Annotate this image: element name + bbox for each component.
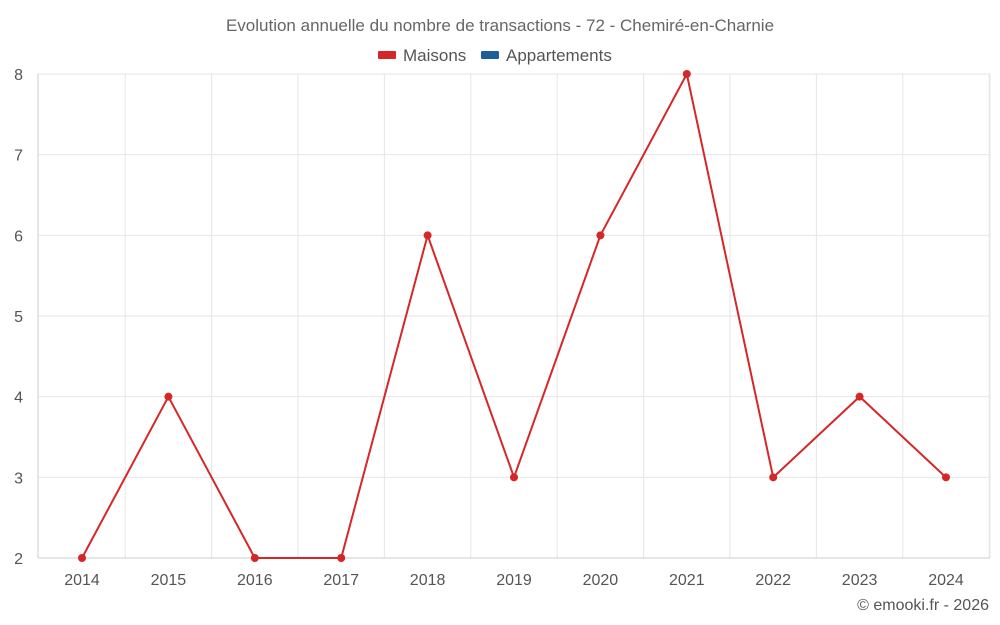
y-tick-label: 7 (14, 148, 23, 165)
credit-text: © emooki.fr - 2026 (857, 597, 989, 614)
data-point[interactable] (769, 473, 778, 482)
x-tick-label: 2022 (755, 572, 791, 589)
data-point[interactable] (164, 392, 173, 401)
legend-item-appartements[interactable]: Appartements (481, 46, 612, 65)
y-tick-label: 4 (14, 390, 23, 407)
x-tick-label: 2021 (669, 572, 705, 589)
series-maisons (78, 70, 950, 562)
y-tick-label: 8 (14, 67, 23, 84)
legend-label-appartements: Appartements (506, 46, 612, 65)
data-point[interactable] (682, 70, 691, 78)
x-tick-label: 2017 (323, 572, 359, 589)
x-tick-label: 2020 (583, 572, 619, 589)
legend-swatch-maisons (378, 51, 396, 59)
data-point[interactable] (250, 554, 259, 562)
y-tick-label: 6 (14, 228, 23, 245)
x-tick-label: 2019 (496, 572, 532, 589)
data-point[interactable] (942, 473, 950, 482)
data-point[interactable] (596, 231, 605, 240)
data-point[interactable] (855, 392, 864, 401)
y-tick-label: 5 (14, 309, 23, 326)
y-tick-label: 3 (14, 470, 23, 487)
x-tick-label: 2016 (237, 572, 273, 589)
legend-item-maisons[interactable]: Maisons (378, 46, 466, 65)
x-axis-ticks: 2014 2015 2016 2017 2018 2019 2020 2021 2022 2023… (64, 572, 964, 589)
data-point[interactable] (510, 473, 518, 482)
legend-swatch-appartements (481, 51, 499, 59)
x-tick-label: 2014 (64, 572, 100, 589)
data-point[interactable] (78, 554, 86, 562)
x-tick-label: 2023 (842, 572, 878, 589)
y-tick-label: 2 (14, 551, 23, 568)
y-axis-ticks: 2 3 4 5 6 7 8 (14, 67, 23, 568)
x-tick-label: 2015 (151, 572, 187, 589)
chart-title: Evolution annuelle du nombre de transact… (226, 16, 774, 35)
legend: Maisons Appartements (378, 46, 612, 65)
data-point[interactable] (423, 231, 432, 240)
x-tick-label: 2024 (928, 572, 964, 589)
gridlines (38, 73, 991, 558)
data-point[interactable] (337, 554, 346, 562)
axes (37, 74, 990, 559)
legend-label-maisons: Maisons (403, 46, 466, 65)
x-tick-label: 2018 (410, 572, 446, 589)
